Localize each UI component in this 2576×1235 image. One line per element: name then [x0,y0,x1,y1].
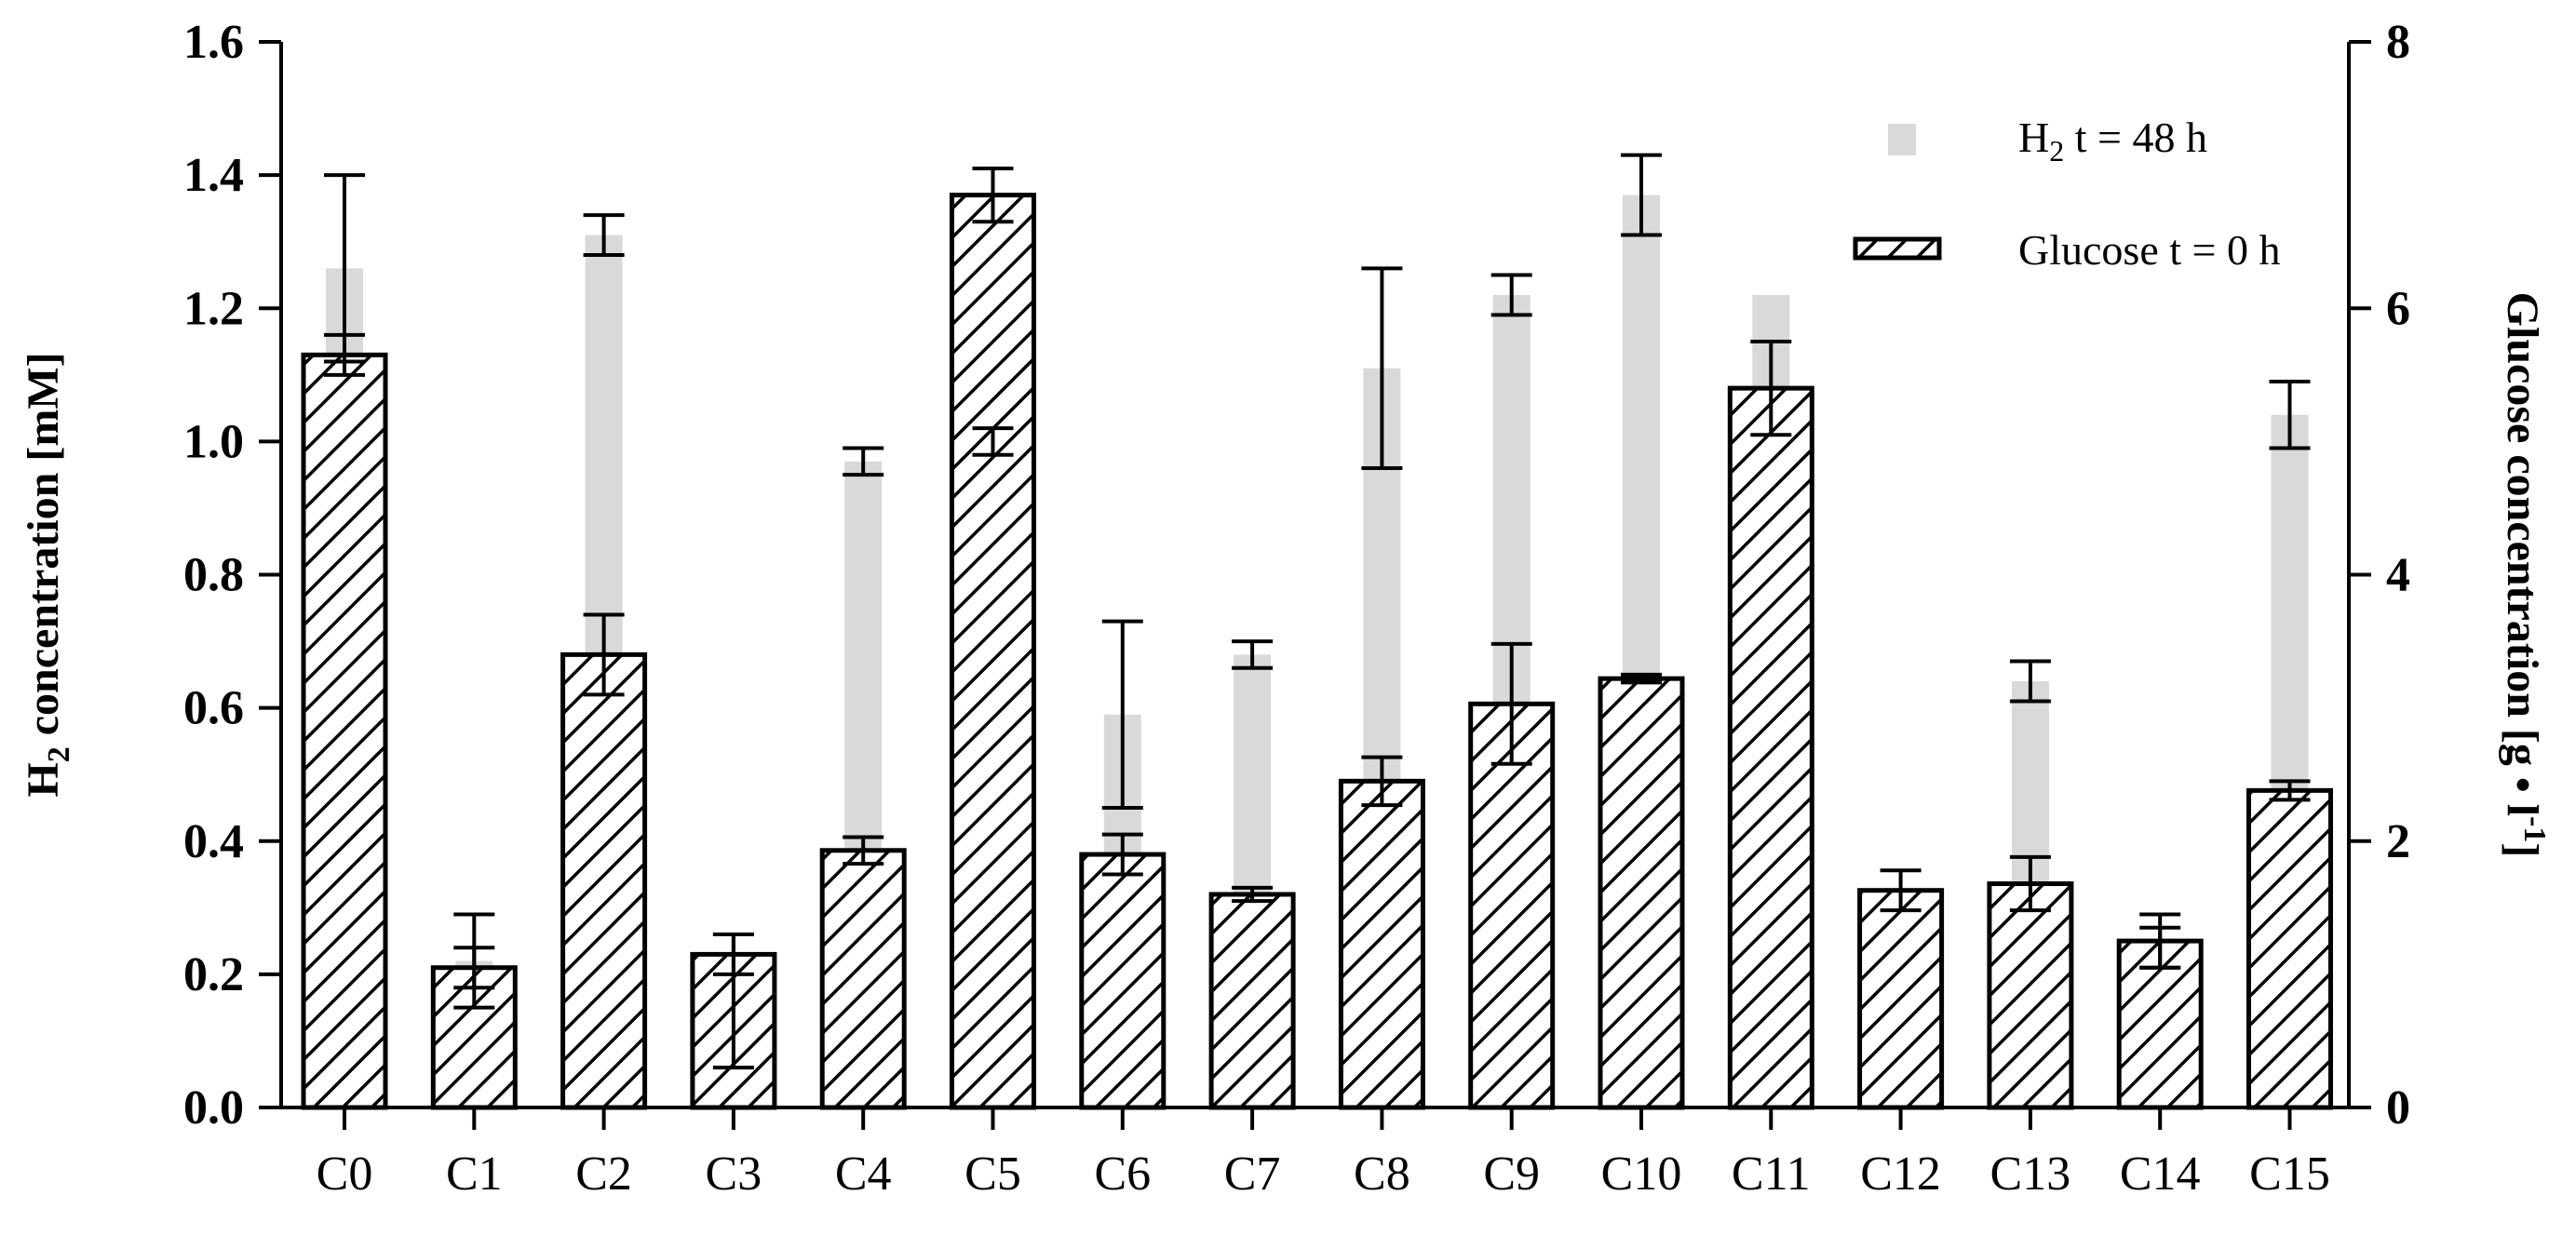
h2-error-bar-c5 [972,426,1014,457]
glucose-bar-c9 [1468,701,1556,1110]
glucose-error-bar-c4 [843,835,884,866]
glucose-bar-c13 [1987,881,2074,1110]
axes: 0.0 0.2 0.4 0.6 0.8 1.0 1.2 1.4 1.6 0 2 4 6 8 C0 C1 C2 C3… [19,16,2552,1201]
x-tick-label-c5: C5 [964,1148,1021,1201]
legend-h2-swatch [1888,124,1916,155]
right-y-tick-label: 4 [2386,549,2410,602]
glucose-error-bar-c15 [2269,779,2311,802]
h2-error-bar-c6 [1101,619,1143,810]
left-y-tick-label: 0.6 [183,682,244,735]
x-tick-label-c10: C10 [1601,1148,1682,1201]
glucose-bar-c12 [1857,888,1945,1110]
left-y-tick-label: 0.0 [183,1081,244,1134]
x-tick-label-c14: C14 [2120,1148,2201,1201]
left-y-tick-label: 1.4 [183,149,244,202]
legend-glucose-label: Glucose t = 0 h [2018,226,2280,274]
legend-h2-label: H2 t = 48 h [2018,114,2207,168]
glucose-bar-c6 [1079,852,1167,1110]
glucose-error-bar-c5 [972,166,1014,224]
x-tick-label-c2: C2 [575,1148,632,1201]
glucose-error-bar-c6 [1101,832,1143,877]
h2-error-bar-c8 [1361,266,1403,470]
legend-glucose-swatch [1853,236,1942,261]
glucose-error-bar-c14 [2139,912,2181,970]
glucose-bar-c5 [950,193,1036,1110]
glucose-error-bar-c0 [324,332,365,377]
glucose-error-bar-c3 [712,932,754,976]
glucose-bar-c8 [1338,778,1425,1110]
h2-error-bar-c10 [1621,153,1662,237]
h2-error-bar-c7 [1232,639,1274,670]
x-tick-label-c0: C0 [317,1148,373,1201]
glucose-bar-c15 [2246,787,2333,1110]
x-tick-label-c11: C11 [1732,1148,1811,1201]
right-axis-title: Glucose concentration [g • l-1] [2498,292,2552,858]
x-tick-label-c4: C4 [835,1148,892,1201]
glucose-bar-c11 [1727,385,1814,1110]
x-tick-label-c15: C15 [2249,1148,2330,1201]
h2-error-bar-c4 [843,446,884,477]
x-tick-label-c9: C9 [1483,1148,1540,1201]
left-y-tick-label: 0.4 [183,815,244,868]
glucose-error-bar-c2 [583,612,625,697]
glucose-bar-c10 [1598,676,1685,1110]
glucose-error-bar-c9 [1490,641,1532,766]
x-tick-label-c12: C12 [1860,1148,1941,1201]
glucose-error-bar-c1 [453,946,495,990]
x-tick-label-c13: C13 [1990,1148,2071,1201]
right-y-tick-label: 8 [2386,16,2410,69]
glucose-bar-c7 [1208,892,1296,1110]
right-y-tick-label: 2 [2386,815,2410,868]
glucose-error-bar-c8 [1361,755,1403,808]
glucose-bar-c2 [560,651,648,1110]
right-y-tick-label: 6 [2386,282,2410,335]
glucose-error-bar-c13 [2009,854,2051,913]
h2-error-bar-c13 [2009,659,2051,704]
left-y-tick-label: 0.8 [183,549,244,602]
h2-error-bar-c15 [2269,379,2311,450]
legend: H2 t = 48 h Glucose t = 0 h [1853,114,2280,274]
h2-error-bar-c2 [583,213,625,257]
x-tick-label-c1: C1 [446,1148,503,1201]
left-y-tick-label: 0.2 [183,948,244,1001]
glucose-error-bar-c12 [1880,868,1922,913]
h2-error-bar-c9 [1490,273,1532,317]
left-axis-title: H2 concentration [mM] [19,352,76,797]
glucose-error-bar-c10 [1621,672,1662,685]
glucose-bar-c0 [301,352,388,1110]
x-tick-label-c3: C3 [706,1148,762,1201]
right-y-tick-label: 0 [2386,1081,2410,1134]
glucose-error-bar-c7 [1232,885,1274,904]
left-y-tick-label: 1.2 [183,282,244,335]
glucose-series-bars [301,153,2333,1110]
glucose-bar-c4 [819,848,907,1110]
x-tick-label-c6: C6 [1094,1148,1151,1201]
left-y-tick-label: 1.6 [183,16,244,69]
left-y-tick-label: 1.0 [183,415,244,468]
x-tick-label-c8: C8 [1354,1148,1410,1201]
x-tick-label-c7: C7 [1224,1148,1281,1201]
glucose-error-bar-c11 [1750,340,1792,437]
